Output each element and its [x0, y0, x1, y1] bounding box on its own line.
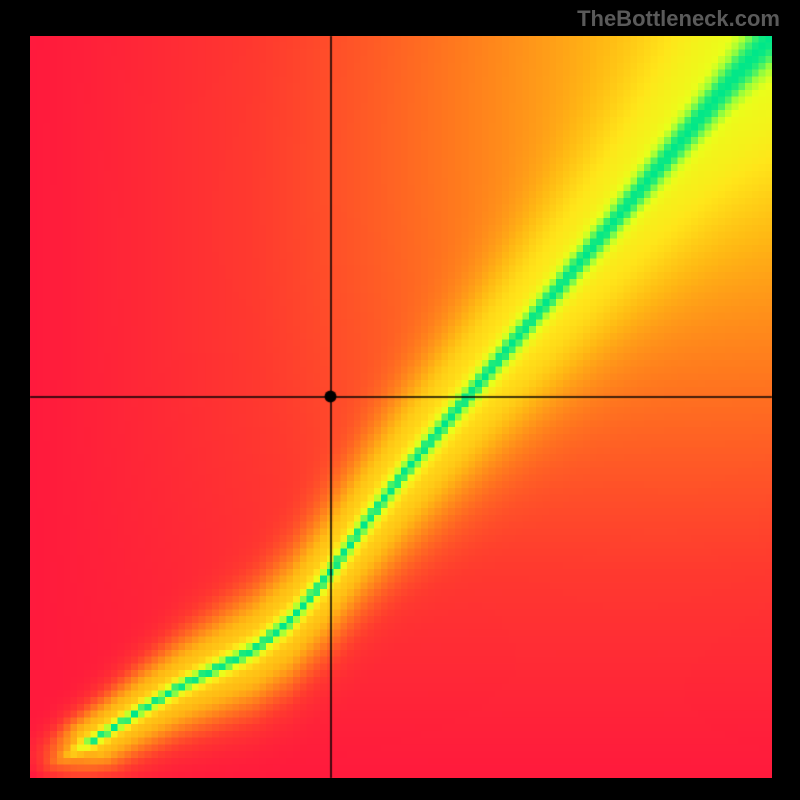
stage: TheBottleneck.com	[0, 0, 800, 800]
bottleneck-heatmap	[30, 36, 772, 778]
attribution-watermark: TheBottleneck.com	[577, 6, 780, 32]
